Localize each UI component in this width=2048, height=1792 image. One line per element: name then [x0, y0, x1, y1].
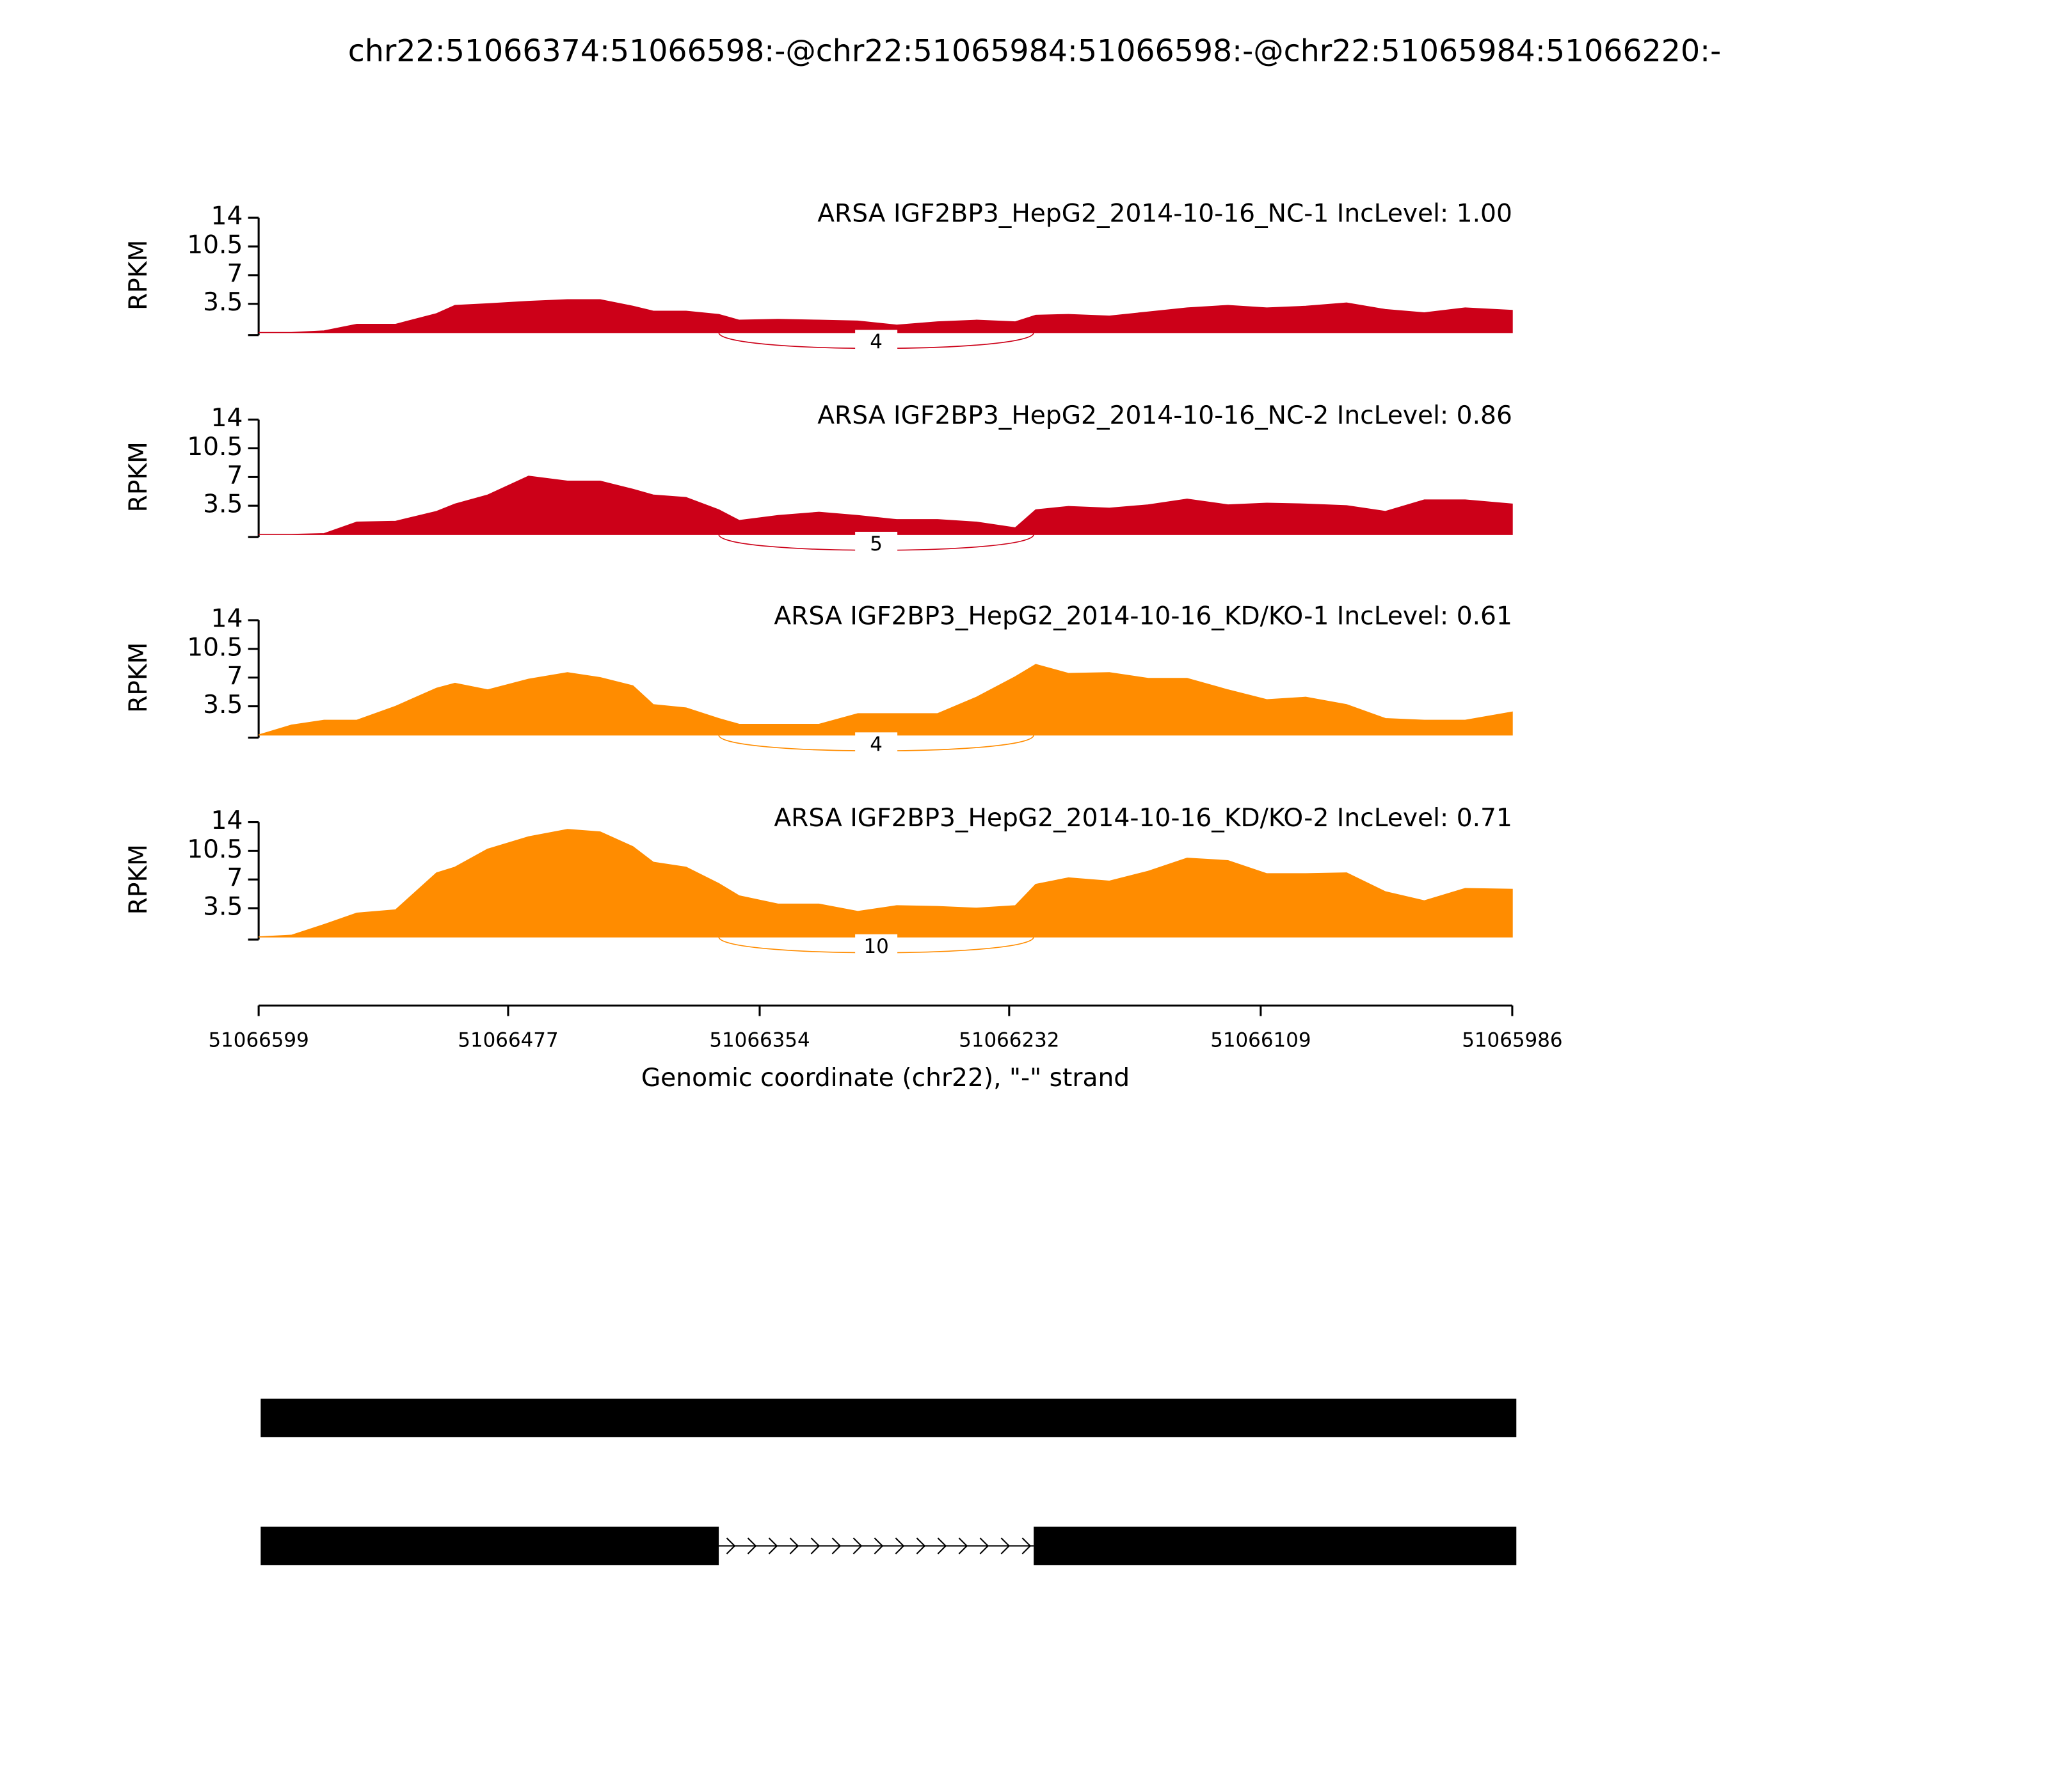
y-tick-label: 10.5: [187, 835, 243, 864]
junction-label: 4: [870, 733, 883, 756]
junction-label: 10: [863, 935, 888, 958]
strand-arrow: [747, 1537, 757, 1555]
strand-arrow: [831, 1537, 842, 1555]
y-tick-label: 14: [211, 605, 243, 634]
strand-arrow: [1000, 1537, 1011, 1555]
x-tick-label: 51066477: [458, 1028, 558, 1052]
panel-label: ARSA IGF2BP3_HepG2_2014-10-16_NC-2 IncLe…: [817, 401, 1512, 430]
coverage-area: [259, 829, 1513, 938]
y-tick-label: 3.5: [203, 490, 243, 519]
y-tick-label: 14: [211, 404, 243, 433]
strand-arrow: [789, 1537, 799, 1555]
y-tick-label: 10.5: [187, 231, 243, 260]
panel-label: ARSA IGF2BP3_HepG2_2014-10-16_KD/KO-2 In…: [774, 804, 1512, 833]
y-tick-label: 3.5: [203, 691, 243, 719]
junction-label: 4: [870, 331, 883, 354]
y-axis-label: RPKM: [124, 643, 153, 713]
y-tick-label: 7: [227, 461, 243, 490]
junction-label-box: [855, 732, 898, 759]
x-tick-label: 51066232: [959, 1028, 1059, 1052]
y-tick-label: 3.5: [203, 893, 243, 922]
panel-label: ARSA IGF2BP3_HepG2_2014-10-16_NC-1 IncLe…: [817, 200, 1512, 228]
y-tick-label: 7: [227, 864, 243, 893]
y-tick-label: 14: [211, 202, 243, 231]
y-tick-label: 3.5: [203, 288, 243, 317]
strand-arrow: [726, 1537, 736, 1555]
coverage-area: [259, 299, 1513, 333]
exon: [260, 1526, 719, 1565]
y-tick-label: 7: [227, 259, 243, 288]
x-tick-label: 51066354: [709, 1028, 810, 1052]
y-tick-label: 10.5: [187, 433, 243, 461]
y-axis-label: RPKM: [124, 844, 153, 915]
strand-arrow: [895, 1537, 905, 1555]
junction-label-box: [855, 330, 898, 356]
strand-arrow: [852, 1537, 863, 1555]
coverage-area: [258, 664, 1513, 736]
strand-arrow: [810, 1537, 820, 1555]
junction-label-box: [855, 531, 898, 559]
strand-arrow: [874, 1537, 884, 1555]
junction-label: 5: [870, 532, 883, 556]
strand-arrow: [979, 1537, 989, 1555]
x-tick-label: 51066109: [1210, 1028, 1311, 1052]
exon: [1034, 1526, 1517, 1565]
y-tick-label: 7: [227, 662, 243, 691]
chart-title: chr22:51066374:51066598:-@chr22:51065984…: [348, 33, 1721, 68]
y-axis-label: RPKM: [124, 240, 153, 310]
strand-arrow: [768, 1537, 778, 1555]
coverage-area: [259, 476, 1513, 535]
strand-arrow: [1021, 1537, 1032, 1555]
x-tick-label: 51065986: [1462, 1028, 1562, 1052]
strand-arrow: [937, 1537, 947, 1555]
exon: [260, 1398, 1517, 1437]
junction-label-box: [855, 934, 898, 961]
y-tick-label: 10.5: [187, 633, 243, 662]
strand-arrow: [958, 1537, 968, 1555]
y-tick-label: 14: [211, 806, 243, 835]
x-tick-label: 51066599: [208, 1028, 308, 1052]
x-axis-label: Genomic coordinate (chr22), "-" strand: [641, 1064, 1130, 1092]
strand-arrow: [916, 1537, 926, 1555]
panel-label: ARSA IGF2BP3_HepG2_2014-10-16_KD/KO-1 In…: [774, 602, 1512, 630]
y-axis-label: RPKM: [124, 442, 153, 512]
